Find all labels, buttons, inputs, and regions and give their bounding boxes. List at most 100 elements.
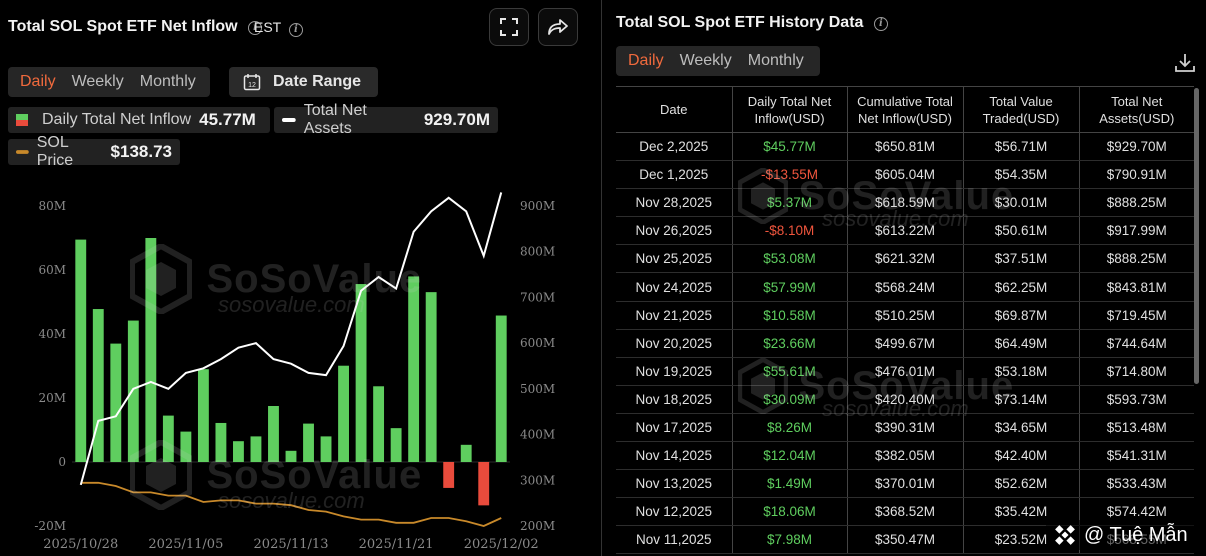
table-tab-weekly[interactable]: Weekly xyxy=(679,52,732,69)
table-row[interactable]: Nov 13,2025 $1.49M $370.01M $52.62M $533.43M xyxy=(616,469,1194,499)
table-tab-daily[interactable]: Daily xyxy=(628,52,664,69)
legend-assets-label: Total Net Assets xyxy=(303,102,367,137)
inflow-bar xyxy=(338,365,349,462)
cell-date: Dec 1,2025 xyxy=(616,160,733,190)
right-axis-tick-label: 200M xyxy=(520,519,555,533)
table-row[interactable]: Nov 28,2025 $5.37M $618.59M $30.01M $888.25M xyxy=(616,188,1194,218)
table-row[interactable]: Nov 19,2025 $55.61M $476.01M $53.18M $714.80… xyxy=(616,357,1194,386)
table-row[interactable]: Nov 17,2025 $8.26M $390.31M $34.65M $513.48M xyxy=(616,413,1194,443)
cell-net-assets: $843.81M xyxy=(1079,272,1194,302)
sol-price-line xyxy=(80,481,502,527)
right-axis-tick-label: 600M xyxy=(520,336,555,350)
x-axis-tick-label: 2025/12/02 xyxy=(464,537,539,552)
cell-value-traded: $50.61M xyxy=(963,216,1080,246)
cell-net-assets: $541.31M xyxy=(1079,441,1194,471)
date-range-button[interactable]: 12 Date Range xyxy=(229,67,378,97)
table-tab-monthly[interactable]: Monthly xyxy=(747,52,804,69)
table-row[interactable]: Nov 21,2025 $10.58M $510.25M $69.87M $719.45… xyxy=(616,301,1194,330)
inflow-bar xyxy=(460,444,472,462)
inflow-bar xyxy=(390,428,402,462)
legend-net-assets[interactable]: Total Net Assets 929.70M xyxy=(274,102,498,137)
cell-net-assets: $593.73M xyxy=(1079,385,1194,414)
table-row[interactable]: Nov 14,2025 $12.04M $382.05M $42.40M $541.31… xyxy=(616,441,1194,471)
cell-cumulative-inflow: $390.31M xyxy=(847,413,964,443)
table-row[interactable]: Nov 20,2025 $23.66M $499.67M $64.49M $744.64… xyxy=(616,329,1194,358)
table-row[interactable]: Dec 2,2025 $45.77M $650.81M $56.71M $929.70M xyxy=(616,132,1194,162)
cell-value-traded: $53.18M xyxy=(963,357,1080,386)
cell-daily-inflow: $57.99M xyxy=(732,272,848,302)
col-daily-inflow[interactable]: Daily Total Net Inflow(USD) xyxy=(732,86,848,133)
legend-price-label: SOL Price xyxy=(36,134,74,169)
cell-date: Nov 12,2025 xyxy=(616,497,733,527)
table-period-tabs: Daily Weekly Monthly xyxy=(616,46,820,76)
fullscreen-button[interactable] xyxy=(489,8,529,46)
cell-net-assets: $513.48M xyxy=(1079,413,1194,443)
tab-monthly[interactable]: Monthly xyxy=(139,73,196,90)
cell-value-traded: $37.51M xyxy=(963,244,1080,274)
table-row[interactable]: Nov 26,2025 -$8.10M $613.22M $50.61M $917.99… xyxy=(616,216,1194,246)
legend-net-inflow[interactable]: Daily Total Net Inflow 45.77M xyxy=(8,107,270,133)
timezone-info-icon[interactable]: i xyxy=(288,23,303,37)
tab-weekly[interactable]: Weekly xyxy=(71,73,124,90)
cell-cumulative-inflow: $621.32M xyxy=(847,244,964,274)
inflow-bar xyxy=(373,386,385,462)
inflow-legend-swatch-icon xyxy=(16,114,28,126)
cell-date: Nov 21,2025 xyxy=(616,301,733,330)
right-axis-tick-label: 500M xyxy=(520,382,555,396)
cell-cumulative-inflow: $350.47M xyxy=(847,525,964,555)
legend-sol-price[interactable]: SOL Price $138.73 xyxy=(8,134,180,169)
cell-net-assets: $719.45M xyxy=(1079,301,1194,330)
col-net-assets[interactable]: Total Net Assets(USD) xyxy=(1079,86,1194,133)
history-info-icon[interactable]: i xyxy=(873,17,888,31)
history-table: Date Daily Total Net Inflow(USD) Cumulat… xyxy=(616,86,1194,555)
cell-cumulative-inflow: $420.40M xyxy=(847,385,964,414)
inflow-bar xyxy=(180,431,192,462)
col-value-traded[interactable]: Total Value Traded(USD) xyxy=(963,86,1080,133)
cell-value-traded: $56.71M xyxy=(963,132,1080,162)
right-axis-tick-label: 800M xyxy=(520,245,555,259)
table-row[interactable]: Nov 18,2025 $30.09M $420.40M $73.14M $593.73… xyxy=(616,385,1194,414)
inflow-bar xyxy=(425,292,437,462)
col-date[interactable]: Date xyxy=(616,86,733,133)
info-icon[interactable]: i xyxy=(248,21,263,35)
left-axis-tick-label: 20M xyxy=(38,391,66,405)
share-button[interactable] xyxy=(538,8,578,46)
author-credit: @ Tuệ Mẫn xyxy=(1046,520,1194,550)
chart-title-text: Total SOL Spot ETF Net Inflow xyxy=(8,18,238,35)
cell-cumulative-inflow: $618.59M xyxy=(847,188,964,218)
net-inflow-chart: 80M 60M 40M 20M 0 -20M 900M 800M 700M 600M 500M 400… xyxy=(34,192,555,552)
cell-date: Nov 25,2025 xyxy=(616,244,733,274)
cell-cumulative-inflow: $382.05M xyxy=(847,441,964,471)
net-inflow-panel: Total SOL Spot ETF Net Inflow i EST i Da… xyxy=(0,0,600,556)
cell-net-assets: $790.91M xyxy=(1079,160,1194,190)
inflow-bar xyxy=(215,422,227,462)
inflow-bar xyxy=(162,415,174,462)
right-axis-tick-label: 400M xyxy=(520,428,555,442)
cell-net-assets: $714.80M xyxy=(1079,357,1194,386)
share-icon xyxy=(548,19,568,35)
table-row[interactable]: Dec 1,2025 -$13.55M $605.04M $54.35M $790.91… xyxy=(616,160,1194,190)
inflow-bar xyxy=(75,239,87,462)
left-axis-tick-label: 60M xyxy=(38,263,66,277)
download-icon[interactable] xyxy=(1174,52,1196,74)
legend-inflow-label: Daily Total Net Inflow xyxy=(42,111,192,128)
table-header-row: Date Daily Total Net Inflow(USD) Cumulat… xyxy=(616,86,1194,133)
inflow-bar xyxy=(233,441,244,462)
table-body: Dec 2,2025 $45.77M $650.81M $56.71M $929.70M… xyxy=(616,132,1194,555)
inflow-bar xyxy=(92,309,104,462)
table-scrollbar[interactable] xyxy=(1194,88,1199,384)
col-cumulative-inflow[interactable]: Cumulative Total Net Inflow(USD) xyxy=(847,86,964,133)
x-axis-tick-label: 2025/11/13 xyxy=(254,537,329,552)
price-legend-line-icon xyxy=(16,150,29,154)
left-axis-tick-label: 40M xyxy=(38,327,66,341)
tab-daily[interactable]: Daily xyxy=(20,73,56,90)
table-row[interactable]: Nov 12,2025 $18.06M $368.52M $35.42M $574.42… xyxy=(616,497,1194,527)
table-row[interactable]: Nov 24,2025 $57.99M $568.24M $62.25M $843.81… xyxy=(616,272,1194,302)
history-title-text: Total SOL Spot ETF History Data xyxy=(616,14,864,31)
chart-period-tabs: Daily Weekly Monthly xyxy=(8,67,210,97)
inflow-bar xyxy=(250,436,262,462)
cell-date: Nov 18,2025 xyxy=(616,385,733,414)
table-row[interactable]: Nov 25,2025 $53.08M $621.32M $37.51M $888.25… xyxy=(616,244,1194,274)
x-axis-tick-label: 2025/10/28 xyxy=(43,537,118,552)
cell-net-assets: $917.99M xyxy=(1079,216,1194,246)
